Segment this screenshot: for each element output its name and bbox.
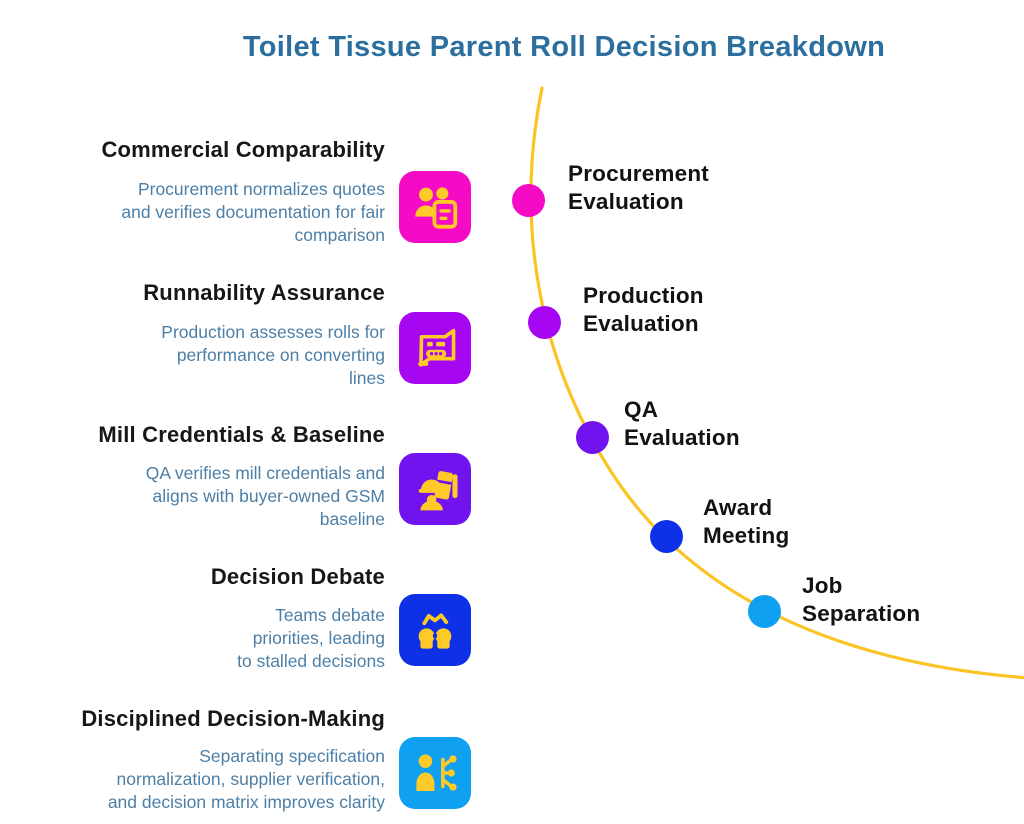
milestone-label-job-separation: Job Separation — [802, 573, 921, 626]
milestone-dot-production-evaluation — [528, 306, 561, 339]
chat-banner-icon — [418, 328, 456, 367]
milestone-label-procurement-evaluation: Procurement Evaluation — [568, 161, 709, 214]
milestone-dot-job-separation — [748, 595, 781, 628]
milestone-label-award-meeting: Award Meeting — [703, 495, 790, 548]
section-description-mill-credentials-baseline: QA verifies mill credentials and aligns … — [145, 463, 385, 529]
engineer-blueprint-icon — [418, 471, 458, 511]
section-heading-mill-credentials-baseline: Mill Credentials & Baseline — [98, 422, 385, 447]
section-description-runnability-assurance: Production assesses rolls for performanc… — [161, 322, 385, 388]
section-description-commercial-comparability: Procurement normalizes quotes and verifi… — [121, 179, 385, 245]
section-heading-commercial-comparability: Commercial Comparability — [101, 137, 385, 162]
milestone-label-qa-evaluation: QA Evaluation — [624, 397, 740, 450]
milestone-dot-qa-evaluation — [576, 421, 609, 454]
milestone-dot-procurement-evaluation — [512, 184, 545, 217]
debate-heads-icon-tile — [399, 594, 471, 666]
timeline-curve-path — [529, 86, 1024, 680]
milestone-label-production-evaluation: Production Evaluation — [583, 283, 704, 336]
section-heading-decision-debate: Decision Debate — [210, 564, 385, 589]
debate-heads-icon — [418, 613, 452, 649]
page-title: Toilet Tissue Parent Roll Decision Break… — [242, 31, 886, 63]
section-description-decision-debate: Teams debate priorities, leading to stal… — [237, 605, 385, 671]
engineer-blueprint-icon-tile — [399, 453, 471, 525]
milestone-dot-award-meeting — [650, 520, 683, 553]
person-decision-tree-icon-tile — [399, 737, 471, 809]
person-decision-tree-icon — [416, 754, 457, 791]
section-description-disciplined-decision-making: Separating specification normalization, … — [107, 746, 385, 812]
chat-banner-icon-tile — [399, 312, 471, 384]
section-heading-runnability-assurance: Runnability Assurance — [143, 280, 385, 305]
team-document-icon — [415, 187, 458, 229]
team-document-icon-tile — [399, 171, 471, 243]
section-heading-disciplined-decision-making: Disciplined Decision-Making — [81, 706, 385, 731]
